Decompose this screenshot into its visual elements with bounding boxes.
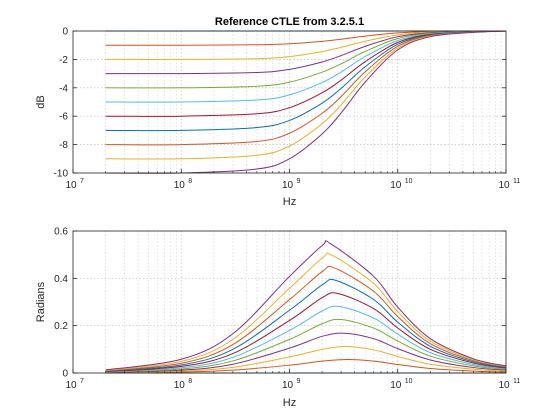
phase-series-line-11 bbox=[105, 240, 507, 371]
magnitude-x-tick-label: 10 bbox=[174, 180, 186, 191]
phase-series-line-8 bbox=[105, 278, 507, 372]
phase-x-tick-labels: 10 7 10 8 10 9 10 10 10 11 bbox=[65, 378, 520, 391]
magnitude-chart: 10 7 10 8 10 9 10 10 10 11 0-2-4-6-8-10 Reference… bbox=[35, 16, 520, 208]
magnitude-y-tick-label: -10 bbox=[54, 169, 69, 180]
phase-x-tick-exponent: 8 bbox=[188, 378, 192, 385]
phase-x-tick-exponent: 11 bbox=[513, 378, 520, 385]
phase-series-line-3 bbox=[105, 345, 507, 374]
magnitude-y-tick-label: -4 bbox=[59, 83, 68, 94]
phase-x-tick-label: 10 bbox=[65, 380, 77, 391]
phase-ticks bbox=[72, 230, 507, 374]
magnitude-series-group bbox=[105, 30, 507, 174]
magnitude-y-tick-labels: 0 -2 -4 -6 -8 -10 bbox=[54, 27, 69, 180]
phase-x-tick-label: 10 bbox=[390, 380, 402, 391]
phase-series-line-6 bbox=[105, 305, 507, 373]
phase-x-axis-label: Hz bbox=[283, 397, 296, 409]
magnitude-y-tick-label: -2 bbox=[59, 55, 68, 66]
phase-y-axis-label: Radians bbox=[35, 281, 47, 322]
magnitude-x-axis-label: Hz bbox=[283, 196, 296, 208]
magnitude-x-tick-exponent: 11 bbox=[513, 178, 520, 185]
phase-x-tick-label: 10 bbox=[498, 380, 510, 391]
magnitude-y-tick-label: -8 bbox=[59, 140, 68, 151]
phase-series-line-2 bbox=[105, 359, 507, 374]
magnitude-series-line-11 bbox=[105, 30, 507, 174]
magnitude-chart-title: Reference CTLE from 3.2.5.1 bbox=[215, 16, 364, 28]
magnitude-y-axis-label: dB bbox=[35, 95, 47, 108]
phase-x-tick-label: 10 bbox=[174, 380, 186, 391]
phase-x-tick-exponent: 9 bbox=[297, 378, 301, 385]
magnitude-x-tick-exponent: 10 bbox=[405, 178, 413, 185]
phase-series-line-5 bbox=[105, 318, 507, 373]
magnitude-y-tick-label: 0 bbox=[62, 27, 68, 38]
magnitude-x-tick-exponent: 9 bbox=[297, 178, 301, 185]
phase-y-tick-label: 0.6 bbox=[54, 227, 68, 238]
phase-x-tick-exponent: 10 bbox=[405, 378, 413, 385]
magnitude-x-tick-exponent: 8 bbox=[188, 178, 192, 185]
phase-series-line-4 bbox=[105, 332, 507, 373]
magnitude-x-tick-label: 10 bbox=[390, 180, 402, 191]
phase-series-line-10 bbox=[105, 252, 507, 371]
phase-chart: 10 7 10 8 10 9 10 10 10 11 00.20.40.6 Hz Radians bbox=[35, 227, 520, 410]
magnitude-x-tick-label: 10 bbox=[282, 180, 294, 191]
magnitude-x-tick-label: 10 bbox=[498, 180, 510, 191]
phase-series-line-9 bbox=[105, 265, 507, 372]
phase-x-tick-label: 10 bbox=[282, 380, 294, 391]
magnitude-x-tick-label: 10 bbox=[65, 180, 77, 191]
magnitude-ticks bbox=[72, 30, 507, 174]
magnitude-x-tick-exponent: 7 bbox=[80, 178, 84, 185]
phase-series-line-7 bbox=[105, 292, 507, 373]
phase-y-tick-label: 0 bbox=[62, 369, 68, 380]
phase-y-tick-label: 0.2 bbox=[54, 321, 68, 332]
magnitude-x-tick-labels: 10 7 10 8 10 9 10 10 10 11 bbox=[65, 178, 520, 191]
magnitude-y-tick-label: -6 bbox=[59, 112, 68, 123]
phase-y-tick-labels: 0 0.2 0.4 0.6 bbox=[54, 227, 68, 380]
phase-y-tick-label: 0.4 bbox=[54, 274, 68, 285]
phase-x-tick-exponent: 7 bbox=[80, 378, 84, 385]
